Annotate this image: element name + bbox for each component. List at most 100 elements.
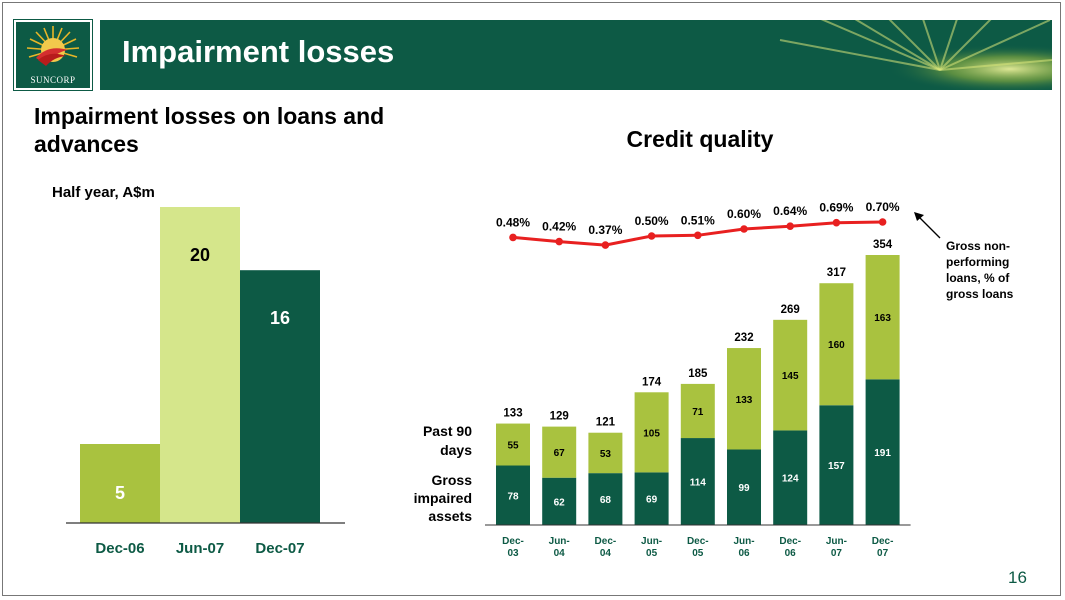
npl-ratio-label: 0.70%	[866, 200, 900, 214]
npl-ratio-point	[740, 225, 748, 233]
bar-past-90-days-2	[588, 432, 623, 474]
logo-text: SUNCORP	[30, 75, 76, 85]
segment-label: 71	[692, 407, 704, 418]
bar-past-90-days-1	[542, 426, 577, 478]
bar-Dec-06	[80, 444, 160, 523]
segment-label: 67	[554, 448, 566, 459]
suncorp-logo: SUNCORP	[13, 19, 93, 91]
bar-past-90-days-4	[680, 383, 715, 439]
x-tick-label: Dec-07	[255, 540, 304, 557]
series-label-gross-impaired: Gross	[432, 472, 473, 488]
series-label-past-90-days: days	[440, 442, 472, 458]
total-label: 133	[503, 408, 522, 420]
bar-gross-impaired-3	[634, 472, 669, 525]
total-label: 121	[596, 417, 616, 429]
segment-label: 124	[782, 474, 799, 485]
sun-logo-icon	[26, 26, 80, 66]
npl-ratio-label: 0.69%	[819, 201, 853, 215]
annotation-arrow-line	[917, 215, 941, 239]
slide-title: Impairment losses	[122, 34, 395, 69]
total-label: 317	[827, 267, 846, 279]
x-tick-label: 07	[877, 548, 889, 559]
bar-value-label: 5	[115, 483, 125, 503]
x-tick-label: 04	[600, 548, 612, 559]
bar-gross-impaired-4	[680, 438, 715, 525]
npl-ratio-point	[832, 218, 841, 227]
x-tick-label: Jun-	[641, 536, 662, 547]
total-label: 129	[550, 411, 569, 423]
npl-ratio-label: 0.51%	[681, 213, 715, 227]
bar-past-90-days-7	[819, 283, 854, 406]
npl-ratio-label: 0.50%	[635, 214, 669, 228]
line-annotation-text: Gross non-	[946, 239, 1010, 253]
segment-label: 99	[738, 483, 750, 494]
npl-ratio-point	[647, 232, 656, 240]
npl-ratio-point	[555, 237, 563, 246]
bar-gross-impaired-1	[542, 477, 577, 525]
banner-rays-decoration	[700, 20, 1052, 90]
segment-label: 78	[507, 491, 519, 502]
series-label-gross-impaired: assets	[428, 508, 472, 524]
x-tick-label: 07	[831, 548, 843, 559]
left-chart-unit-label: Half year, A$m	[52, 184, 155, 201]
segment-label: 157	[828, 461, 845, 472]
npl-ratio-label: 0.60%	[727, 207, 761, 221]
series-label-gross-impaired: impaired	[414, 490, 472, 506]
bar-past-90-days-5	[727, 348, 761, 450]
bar-value-label: 20	[190, 245, 210, 265]
bar-past-90-days-8	[865, 255, 900, 380]
x-tick-label: Jun-07	[176, 540, 224, 557]
x-tick-label: Dec-	[687, 536, 709, 547]
bar-past-90-days-0	[496, 423, 530, 466]
npl-ratio-point	[601, 241, 610, 249]
bar-gross-impaired-2	[588, 473, 623, 525]
bar-value-label: 16	[270, 308, 290, 328]
right-chart-heading: Credit quality	[626, 126, 774, 152]
x-tick-label: Dec-	[595, 536, 617, 547]
segment-label: 191	[874, 448, 891, 459]
npl-ratio-label: 0.42%	[542, 220, 576, 234]
total-label: 354	[873, 239, 893, 251]
bar-Dec-07	[240, 270, 320, 523]
x-tick-label: 06	[785, 548, 797, 559]
x-tick-label: 04	[554, 548, 566, 559]
npl-ratio-label: 0.37%	[588, 223, 622, 237]
npl-ratio-point	[694, 231, 702, 240]
x-tick-label: Jun-	[826, 536, 847, 547]
bar-past-90-days-6	[773, 319, 808, 431]
x-tick-label: Jun-	[733, 536, 754, 547]
left-chart-heading: Impairment losses on loans and advances	[34, 103, 385, 157]
npl-ratio-label: 0.48%	[496, 215, 530, 229]
line-annotation-text: loans, % of	[946, 271, 1010, 285]
x-tick-label: Dec-	[872, 536, 894, 547]
segment-label: 163	[874, 313, 891, 324]
segment-label: 68	[600, 495, 612, 506]
page-number: 16	[1008, 568, 1027, 587]
title-banner: Impairment losses	[100, 20, 1052, 90]
segment-label: 69	[646, 495, 658, 506]
npl-ratio-label: 0.64%	[773, 204, 807, 218]
segment-label: 53	[600, 449, 612, 460]
bar-gross-impaired-0	[496, 465, 530, 525]
npl-ratio-point	[509, 233, 517, 242]
segment-label: 114	[690, 478, 707, 489]
annotation-arrow-head	[914, 212, 924, 221]
series-label-past-90-days: Past 90	[423, 423, 472, 439]
x-tick-label: 03	[507, 548, 519, 559]
npl-ratio-point	[878, 218, 887, 226]
line-annotation-text: performing	[946, 255, 1009, 269]
impairment-losses-bar-chart: 5 Dec-06 20 Jun-07 16 Dec-07	[66, 207, 345, 557]
x-tick-label: Dec-	[502, 536, 524, 547]
bar-gross-impaired-5	[727, 449, 761, 525]
segment-label: 160	[828, 340, 845, 351]
line-annotation-text: gross loans	[946, 287, 1014, 301]
total-label: 185	[688, 368, 708, 380]
x-tick-label: 06	[738, 548, 750, 559]
segment-label: 55	[507, 441, 519, 452]
x-tick-label: Jun-	[549, 536, 570, 547]
x-tick-label: Dec-	[779, 536, 801, 547]
total-label: 232	[734, 332, 753, 344]
x-tick-label: 05	[692, 548, 704, 559]
bar-gross-impaired-8	[865, 379, 900, 525]
